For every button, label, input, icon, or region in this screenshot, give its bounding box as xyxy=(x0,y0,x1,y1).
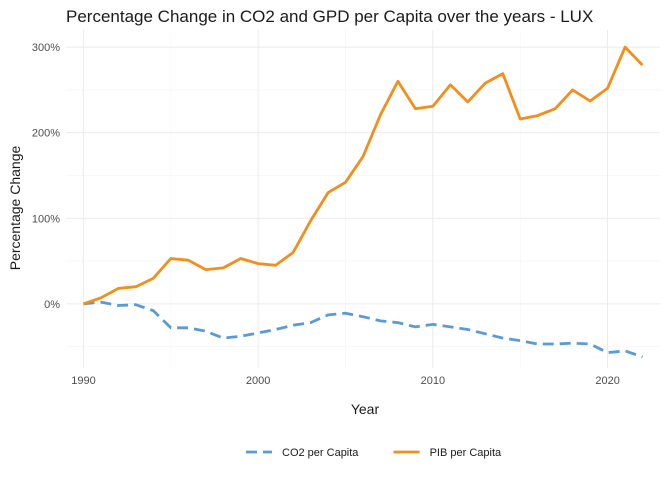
series-line-co2-per-capita xyxy=(83,300,643,359)
y-axis-ticks: 0% 100% 200% 300% xyxy=(32,42,60,311)
x-tick-label: 2010 xyxy=(421,375,445,387)
x-tick-label: 2000 xyxy=(246,375,270,387)
x-axis-title: Year xyxy=(351,401,380,417)
legend: CO2 per Capita PIB per Capita xyxy=(246,447,502,459)
series-line-pib-per-capita xyxy=(83,45,644,306)
minor-gridlines xyxy=(66,30,660,368)
legend-label-pib-per-capita: PIB per Capita xyxy=(430,447,502,459)
y-tick-label: 100% xyxy=(32,213,60,225)
y-tick-label: 0% xyxy=(44,299,60,311)
y-axis-title: Percentage Change xyxy=(7,146,23,271)
series-lines xyxy=(83,45,644,359)
x-tick-label: 2020 xyxy=(595,375,619,387)
x-tick-label: 1990 xyxy=(71,375,95,387)
chart-title: Percentage Change in CO2 and GPD per Cap… xyxy=(66,7,593,26)
x-axis-ticks: 1990 2000 2010 2020 xyxy=(71,375,620,387)
legend-label-co2-per-capita: CO2 per Capita xyxy=(282,447,359,459)
y-tick-label: 300% xyxy=(32,42,60,54)
y-tick-label: 200% xyxy=(32,128,60,140)
